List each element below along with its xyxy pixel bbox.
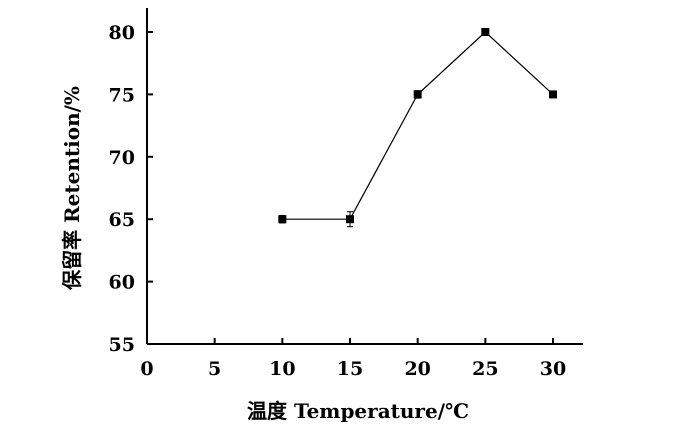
series — [278, 28, 557, 228]
data-point — [549, 90, 557, 99]
y-tick-label: 70 — [109, 147, 135, 169]
x-tick-label: 30 — [540, 358, 566, 380]
y-tick-label: 80 — [109, 22, 135, 44]
x-tick-label: 20 — [404, 358, 430, 380]
x-tick-label: 0 — [140, 358, 153, 380]
data-point — [278, 215, 287, 224]
x-ticks: 0 5 10 15 20 25 30 — [140, 338, 566, 380]
data-point — [481, 28, 490, 36]
y-ticks: 55 60 65 70 75 80 — [109, 22, 153, 356]
axes — [146, 8, 583, 345]
y-axis-title: 保留率 Retention/% — [60, 86, 84, 291]
x-tick-label: 10 — [269, 358, 295, 380]
series-line — [282, 31, 554, 220]
x-axis-title: 温度 Temperature/℃ — [247, 399, 469, 423]
y-tick-label: 75 — [109, 84, 135, 106]
data-point — [346, 215, 354, 224]
data-point — [413, 90, 422, 99]
y-tick-label: 55 — [109, 334, 135, 356]
x-tick-label: 25 — [472, 358, 498, 380]
x-tick-label: 5 — [208, 358, 221, 380]
x-tick-label: 15 — [337, 358, 363, 380]
y-tick-label: 60 — [109, 272, 135, 294]
y-tick-label: 65 — [109, 209, 135, 231]
